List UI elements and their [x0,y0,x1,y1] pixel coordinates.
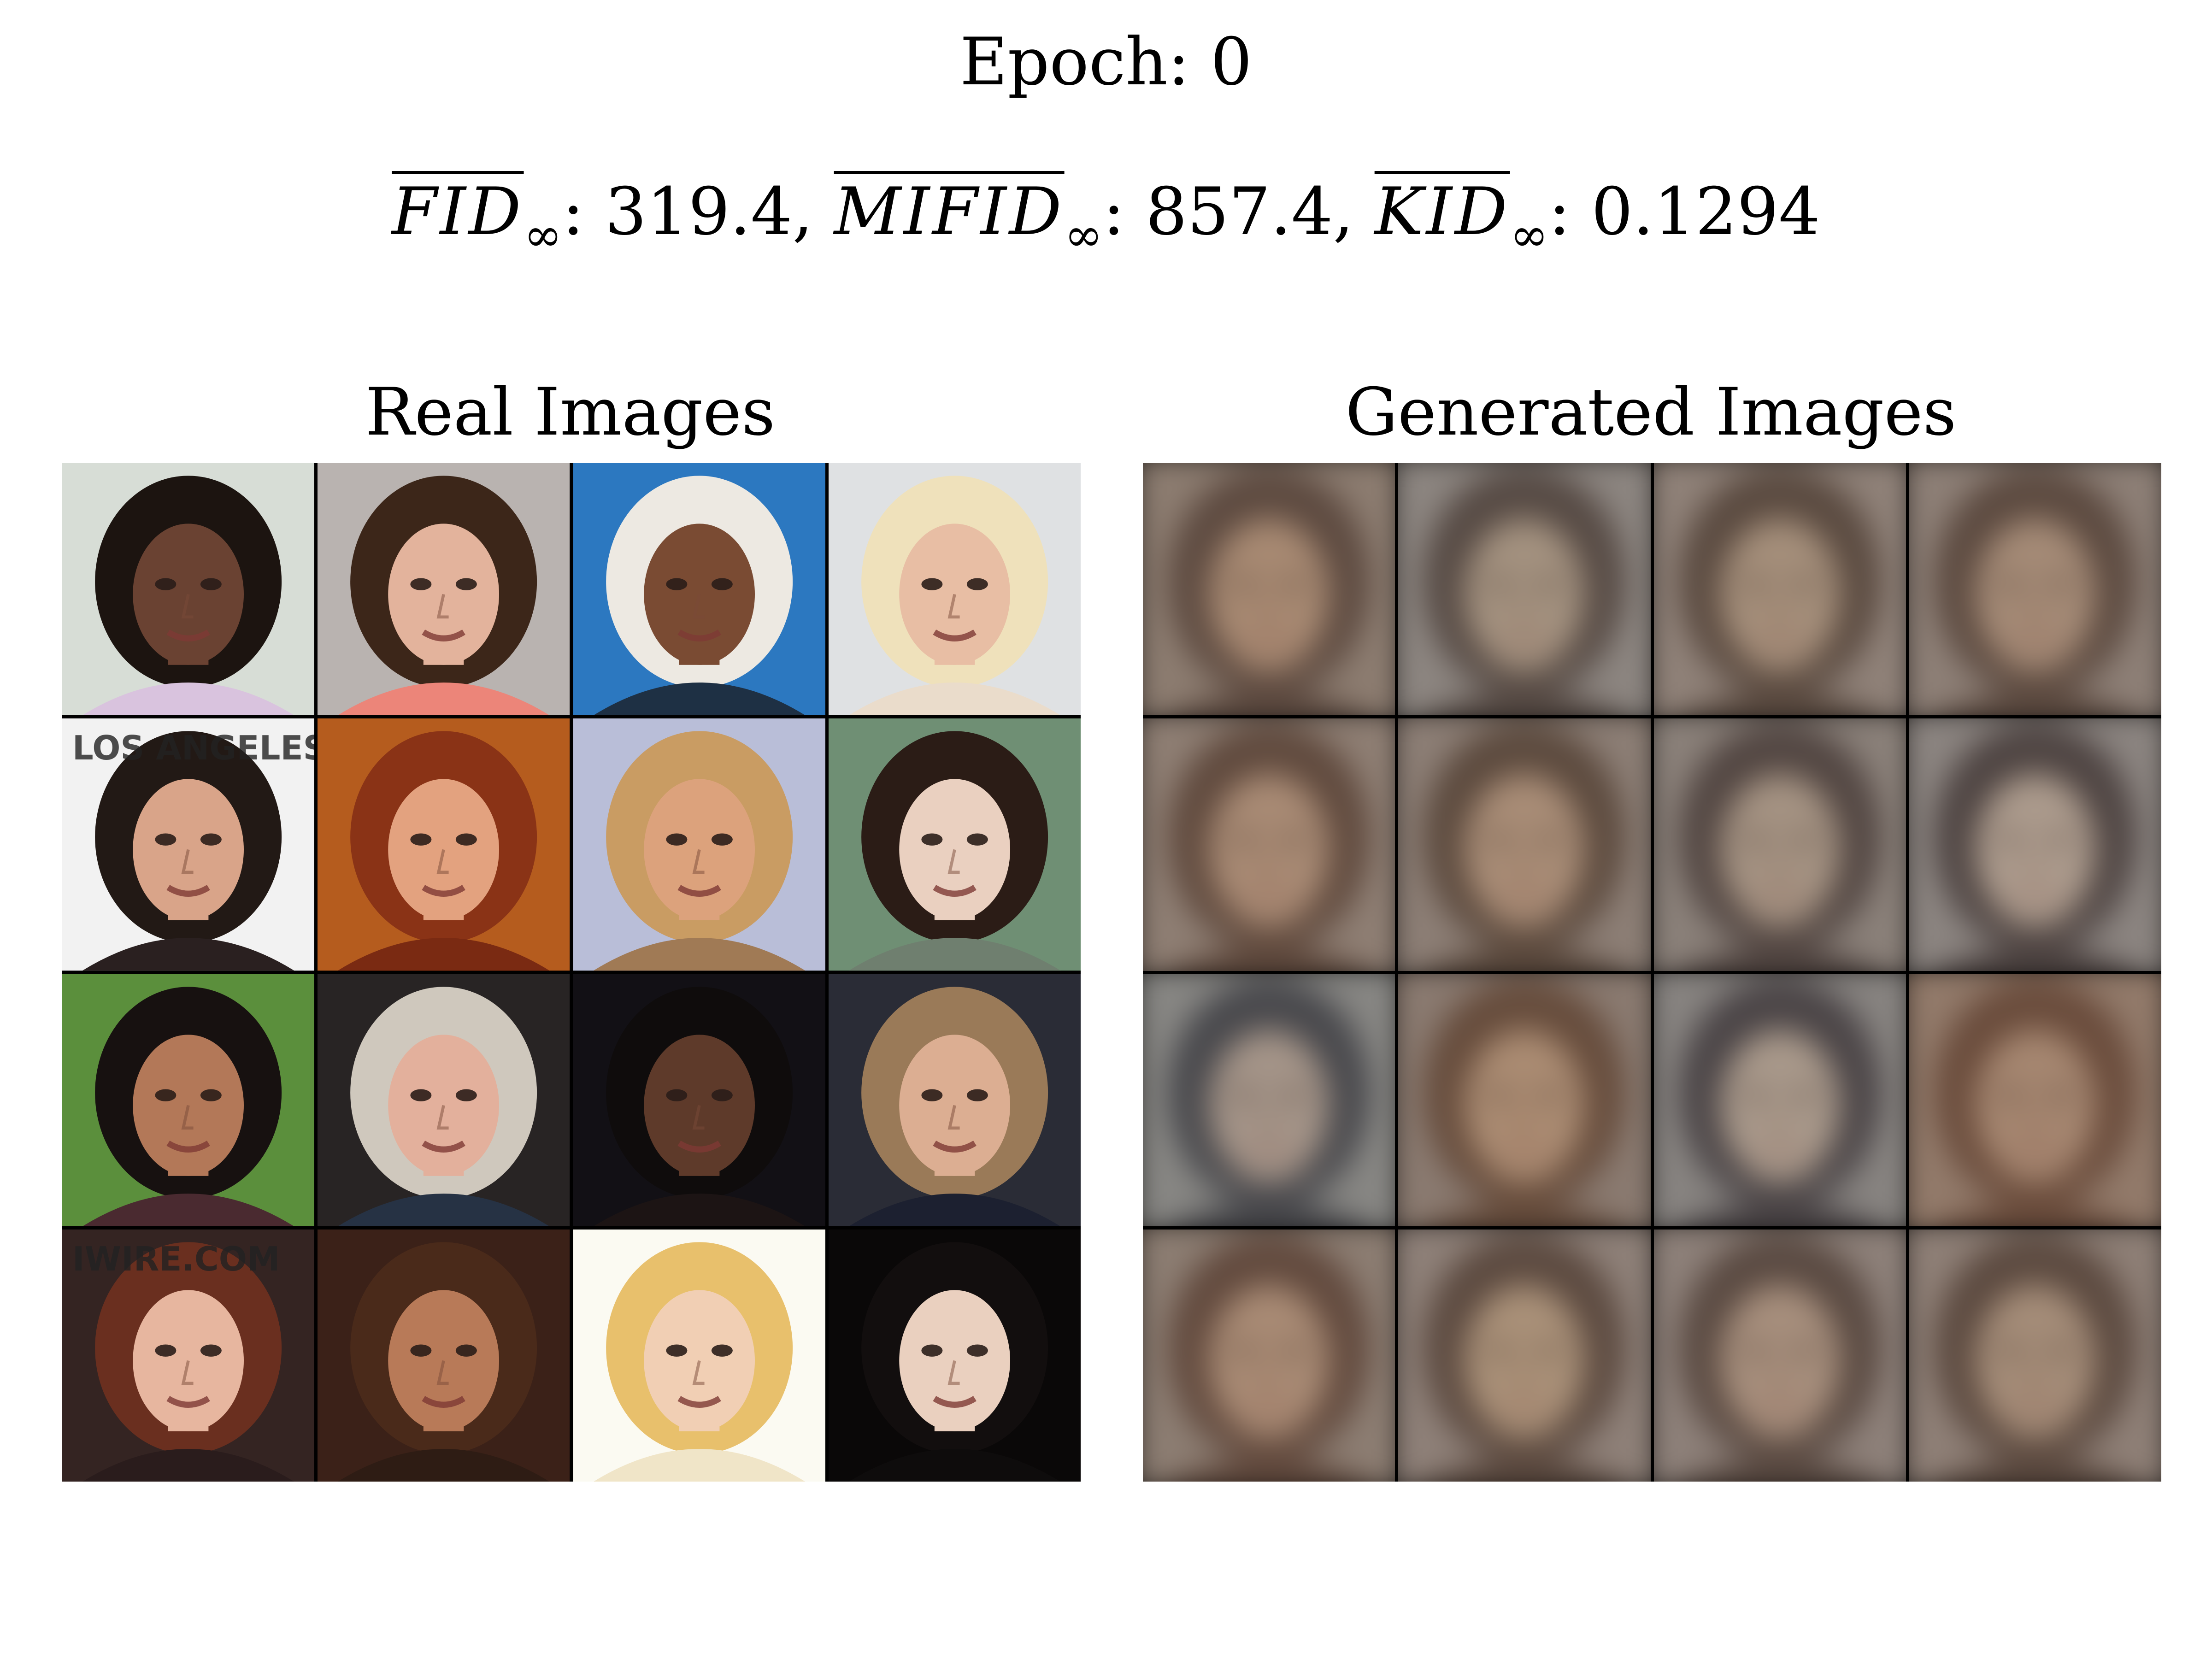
metric-fid-name: FID [392,174,524,250]
metric-fid-subscript: ∞ [524,208,562,262]
generated-image-15 [1653,1229,1906,1482]
generated-image-11 [1653,974,1906,1226]
generated-image-14 [1398,1229,1651,1482]
real-image-7 [573,718,825,971]
metric-mifid: MIFID∞: 857.4, [834,174,1354,262]
metric-fid-value: : 319.4, [562,174,813,250]
real-image-5-caption: LOS ANGELES [72,729,315,768]
real-image-12 [828,974,1081,1226]
generated-image-13 [1143,1229,1395,1482]
metric-mifid-name: MIFID [834,174,1065,250]
generated-image-5 [1143,718,1395,971]
metric-fid: FID∞: 319.4, [392,174,813,262]
generated-image-2 [1398,463,1651,716]
real-image-15 [573,1229,825,1482]
generated-image-10 [1398,974,1651,1226]
metric-kid-value: : 0.1294 [1548,174,1820,250]
generated-image-1 [1143,463,1395,716]
real-images-grid: LOS ANGELES IWIRE.COM [62,463,1081,1482]
generated-image-9 [1143,974,1395,1226]
real-image-9 [62,974,315,1226]
real-image-16 [828,1229,1081,1482]
real-image-13: IWIRE.COM [62,1229,315,1482]
metric-mifid-value: : 857.4, [1102,174,1354,250]
generated-image-8 [1909,718,2161,971]
real-image-3 [573,463,825,716]
generated-image-7 [1653,718,1906,971]
generated-image-6 [1398,718,1651,971]
generated-image-4 [1909,463,2161,716]
metric-mifid-subscript: ∞ [1064,208,1103,262]
metrics-line: FID∞: 319.4, MIFID∞: 857.4, KID∞: 0.1294 [0,171,2212,262]
real-image-5: LOS ANGELES [62,718,315,971]
generated-image-12 [1909,974,2161,1226]
generated-images-grid [1143,463,2161,1482]
metric-kid-name: KID [1374,174,1510,250]
generated-image-3 [1653,463,1906,716]
real-image-11 [573,974,825,1226]
metric-kid-subscript: ∞ [1510,208,1549,262]
real-image-4 [828,463,1081,716]
real-image-13-caption: IWIRE.COM [72,1239,280,1278]
generated-image-16 [1909,1229,2161,1482]
real-image-6 [318,718,570,971]
real-image-10 [318,974,570,1226]
real-images-title: Real Images [365,374,776,450]
real-image-8 [828,718,1081,971]
epoch-title: Epoch: 0 [959,24,1253,100]
generated-images-title: Generated Images [1345,374,1957,450]
real-image-14 [318,1229,570,1482]
real-image-2 [318,463,570,716]
metric-kid: KID∞: 0.1294 [1374,174,1820,262]
real-image-1 [62,463,315,716]
